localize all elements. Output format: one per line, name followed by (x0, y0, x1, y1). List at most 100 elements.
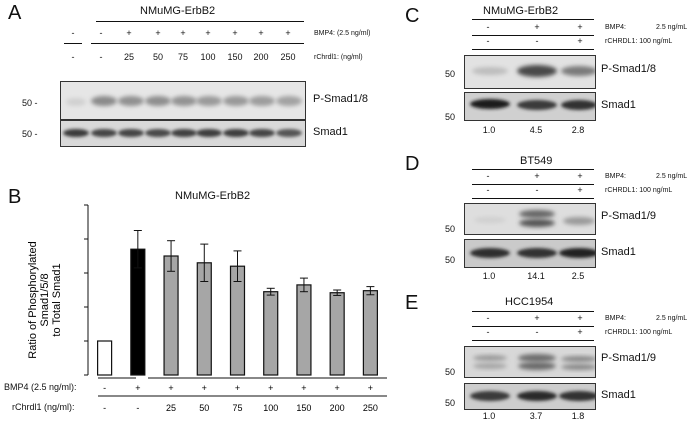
panel-e-title: HCC1954 (505, 296, 554, 308)
panel-a-row2-cell: - (99, 52, 103, 62)
panel-b-row2-cell: - (136, 403, 139, 413)
panel-a-divider (64, 43, 82, 44)
panel-e-blot-psmad-bands (465, 347, 595, 377)
panel-c-row2-label: rCHRDL1: 100 ng/mL (605, 38, 673, 45)
panel-b-row1-cell: + (202, 383, 207, 393)
panel-b-row2-cell: 25 (166, 403, 176, 413)
panel-b-row2-label: rChrdl1 (ng/ml): (12, 402, 75, 412)
bar (329, 292, 345, 376)
panel-a-title-line (96, 21, 304, 22)
panel-d-divider (472, 184, 594, 185)
panel-d-blot-smad1-bands (465, 240, 595, 267)
panel-a-row1-cell: + (258, 28, 264, 38)
panel-e-band-label-smad1: Smad1 (601, 389, 636, 401)
panel-b-row2-cell: 75 (232, 403, 242, 413)
panel-d-mw-marker: 50 (445, 255, 456, 265)
panel-e-row2-cell: - (486, 327, 490, 337)
panel-e-blot-smad1 (464, 383, 596, 410)
panel-a-row1-cell: + (285, 28, 291, 38)
panel-e-quant: 1.8 (571, 411, 585, 421)
panel-c-band-label-psmad: P-Smad1/8 (601, 63, 657, 75)
panel-b-row1-cell: + (335, 383, 340, 393)
panel-e-quant: 1.0 (482, 411, 496, 421)
panel-e-blot-psmad (464, 346, 596, 378)
panel-a-row2-label: rChrdl1: (ng/ml) (314, 54, 363, 61)
panel-a-band-label-smad1: Smad1 (313, 126, 348, 138)
panel-a-row2-cell: 100 (200, 52, 216, 62)
panel-a-row1-cell: + (180, 28, 186, 38)
panel-c-blot-smad1 (464, 92, 596, 121)
panel-c-title-line (472, 19, 594, 20)
panel-a-row2-cell: 50 (152, 52, 164, 62)
panel-d-quant: 2.5 (571, 271, 585, 281)
panel-a-row2-cell: 75 (177, 52, 189, 62)
panel-d-row1-value: 2.5 ng/mL (656, 173, 688, 180)
panel-d-letter: D (405, 153, 420, 175)
panel-a-row2-cell: 200 (253, 52, 269, 62)
panel-d-blot-psmad (464, 203, 596, 235)
panel-d-row1-cell: - (486, 171, 490, 181)
panel-b-row1-cell: + (235, 383, 240, 393)
panel-c-quant: 1.0 (482, 125, 496, 135)
panel-e-row1-label: BMP4: (605, 315, 627, 322)
panel-d-quant: 14.1 (527, 271, 545, 281)
panel-a-divider (91, 43, 304, 44)
panel-a-blot-smad1 (60, 120, 306, 147)
panel-d-row1-label: BMP4: (605, 173, 627, 180)
panel-c-row1-cell: - (486, 22, 490, 32)
panel-a-blot-psmad-bands (61, 82, 305, 119)
panel-a-row1-cell: + (126, 28, 132, 38)
panel-e-row1-cell: + (577, 313, 583, 323)
panel-d-band-label-smad1: Smad1 (601, 246, 636, 258)
panel-b-row1-cell: - (103, 383, 106, 393)
panel-b-row2-cell: 150 (296, 403, 311, 413)
panel-b-row1-cell: + (168, 383, 173, 393)
panel-a-row2-cell: 250 (280, 52, 296, 62)
panel-d-quant: 1.0 (482, 271, 496, 281)
panel-c-row1-cell: + (534, 22, 540, 32)
panel-b-row1-cell: + (268, 383, 273, 393)
panel-d-title-line (472, 169, 594, 170)
bar (362, 290, 378, 376)
panel-a-row2-cell: 25 (123, 52, 135, 62)
panel-e-divider (472, 326, 594, 327)
panel-c-row1-cell: + (577, 22, 583, 32)
panel-e-row2-cell: - (535, 327, 539, 337)
panel-b-row1-label: BMP4 (2.5 ng/ml): (4, 382, 77, 392)
panel-a-row1-cell: + (232, 28, 238, 38)
panel-d-row2-label: rCHRDL1: 100 ng/mL (605, 187, 673, 194)
panel-c-letter: C (405, 5, 420, 27)
panel-b-row2-cell: 100 (263, 403, 278, 413)
panel-c-divider (472, 35, 594, 36)
panel-b-letter: B (8, 186, 22, 208)
panel-c-row2-cell: + (577, 36, 583, 46)
panel-c-band-label-smad1: Smad1 (601, 99, 636, 111)
panel-e-blot-smad1-bands (465, 384, 595, 409)
panel-c-blot-smad1-bands (465, 93, 595, 120)
panel-b-y-axis-label: Ratio of PhosphorylatedSmad1/5/8to Total… (27, 241, 63, 358)
panel-a-blot-smad1-bands (61, 121, 305, 146)
panel-e-mw-marker: 50 (445, 367, 456, 377)
panel-d-blot-smad1 (464, 239, 596, 268)
panel-d-row2-cell: + (577, 185, 583, 195)
bar (296, 284, 312, 376)
panel-c-title: NMuMG-ErbB2 (483, 5, 559, 17)
panel-c-row2-cell: - (535, 36, 539, 46)
panel-d-row2-cell: - (535, 185, 539, 195)
panel-c-quant: 2.8 (571, 125, 585, 135)
panel-c-blot-psmad-bands (465, 56, 595, 88)
panel-b-chart-title: NMuMG-ErbB2 (175, 190, 251, 202)
panel-e-mw-marker: 50 (445, 398, 456, 408)
panel-c-row1-value: 2.5 ng/mL (656, 24, 688, 31)
panel-e-divider (472, 340, 594, 341)
panel-b-row1-cell: + (135, 383, 140, 393)
panel-a-letter: A (8, 2, 22, 24)
panel-c-mw-marker: 50 (445, 69, 456, 79)
panel-d-row1-cell: + (577, 171, 583, 181)
panel-e-letter: E (405, 292, 419, 314)
panel-a-row2-cell: - (71, 52, 75, 62)
panel-d-row2-cell: - (486, 185, 490, 195)
panel-e-quant: 3.7 (529, 411, 543, 421)
panel-a-row2-cell: 150 (227, 52, 243, 62)
panel-c-row2-cell: - (486, 36, 490, 46)
